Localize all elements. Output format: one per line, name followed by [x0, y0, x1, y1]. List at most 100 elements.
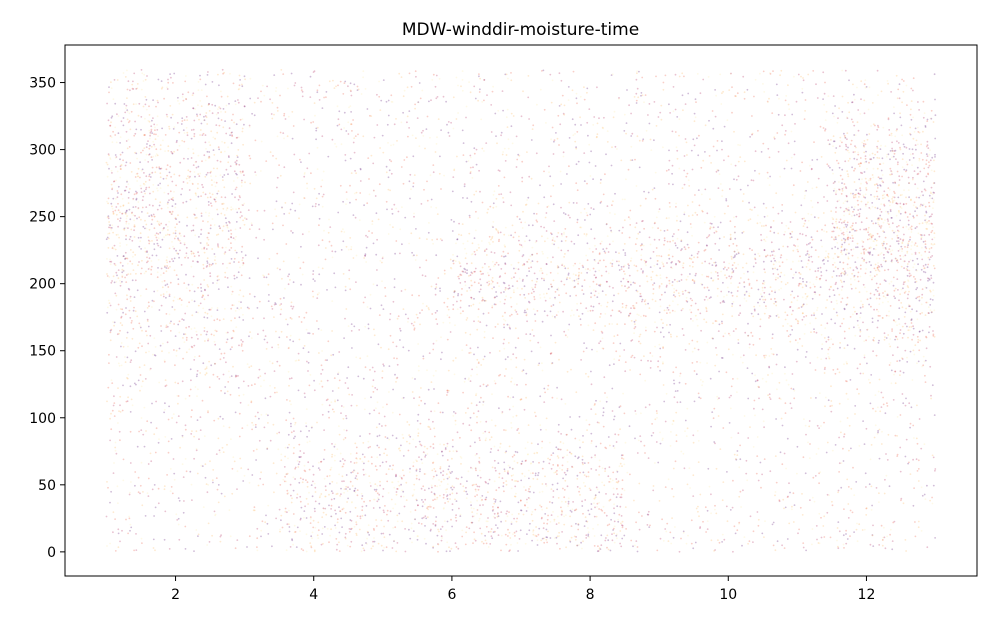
scatter-point — [338, 379, 341, 382]
scatter-point — [670, 542, 673, 545]
scatter-point — [408, 471, 411, 474]
scatter-point — [303, 345, 306, 347]
scatter-point — [119, 284, 122, 287]
scatter-point — [881, 539, 884, 541]
scatter-point — [863, 99, 866, 102]
scatter-point — [917, 232, 920, 235]
scatter-point — [141, 259, 143, 262]
scatter-point — [232, 82, 235, 85]
scatter-point — [689, 308, 691, 311]
scatter-point — [435, 516, 438, 518]
scatter-point — [241, 130, 244, 133]
scatter-point — [328, 404, 331, 407]
scatter-point — [248, 366, 251, 369]
scatter-point — [148, 147, 151, 150]
scatter-point — [596, 133, 599, 136]
scatter-point — [238, 300, 241, 303]
scatter-point — [195, 194, 198, 197]
scatter-point — [217, 437, 220, 440]
scatter-point — [872, 240, 875, 243]
scatter-point — [168, 351, 170, 354]
scatter-point — [789, 402, 792, 405]
scatter-point — [588, 513, 591, 516]
scatter-point — [119, 439, 121, 442]
scatter-point — [902, 371, 905, 374]
scatter-point — [872, 545, 875, 547]
scatter-point — [454, 357, 457, 359]
scatter-point — [483, 299, 485, 302]
scatter-point — [129, 385, 132, 388]
scatter-point — [128, 493, 131, 496]
scatter-point — [839, 420, 842, 423]
scatter-point — [762, 142, 765, 145]
scatter-point — [912, 424, 915, 427]
scatter-point — [275, 90, 277, 92]
scatter-point — [311, 205, 314, 208]
scatter-point — [859, 312, 862, 314]
scatter-point — [120, 315, 123, 318]
scatter-point — [755, 472, 758, 475]
scatter-point — [207, 410, 209, 412]
scatter-point — [588, 108, 591, 110]
scatter-point — [333, 87, 336, 89]
scatter-point — [366, 236, 369, 238]
scatter-point — [468, 286, 471, 289]
scatter-point — [151, 132, 154, 135]
scatter-point — [291, 137, 294, 140]
scatter-point — [479, 270, 482, 273]
scatter-point — [590, 440, 593, 442]
scatter-point — [535, 219, 538, 222]
scatter-point — [125, 257, 128, 260]
scatter-point — [119, 279, 121, 282]
scatter-point — [602, 127, 605, 130]
scatter-point — [911, 338, 913, 341]
scatter-point — [188, 348, 191, 351]
scatter-point — [915, 269, 918, 271]
scatter-point — [229, 262, 231, 265]
scatter-point — [157, 487, 160, 490]
scatter-point — [521, 370, 524, 373]
scatter-point — [882, 259, 885, 262]
scatter-point — [268, 294, 270, 296]
scatter-point — [216, 275, 219, 278]
scatter-point — [170, 198, 173, 201]
scatter-point — [234, 249, 237, 252]
scatter-point — [613, 415, 616, 418]
scatter-point — [446, 389, 449, 392]
scatter-point — [734, 532, 737, 535]
scatter-point — [576, 221, 579, 224]
scatter-point — [192, 107, 195, 110]
scatter-point — [338, 110, 341, 113]
scatter-point — [552, 184, 555, 187]
scatter-point — [420, 131, 423, 134]
scatter-point — [182, 476, 185, 478]
scatter-point — [126, 109, 129, 111]
scatter-point — [540, 539, 543, 542]
scatter-point — [698, 396, 700, 399]
scatter-point — [491, 287, 494, 290]
scatter-point — [721, 140, 723, 143]
scatter-point — [369, 307, 372, 310]
scatter-point — [863, 443, 866, 445]
scatter-point — [390, 144, 392, 147]
scatter-point — [800, 204, 803, 207]
scatter-point — [620, 493, 623, 496]
scatter-point — [129, 523, 132, 526]
scatter-point — [213, 224, 216, 226]
scatter-point — [526, 441, 529, 444]
scatter-point — [790, 167, 793, 170]
scatter-point — [399, 475, 401, 477]
scatter-point — [129, 430, 132, 433]
scatter-point — [904, 404, 907, 407]
scatter-point — [564, 267, 567, 270]
scatter-point — [743, 97, 746, 100]
scatter-point — [638, 70, 640, 73]
scatter-point — [376, 124, 379, 126]
scatter-point — [378, 80, 380, 83]
scatter-point — [642, 138, 645, 141]
scatter-point — [292, 340, 295, 343]
scatter-point — [216, 318, 219, 321]
scatter-point — [485, 248, 488, 251]
scatter-point — [678, 118, 681, 121]
scatter-point — [244, 217, 246, 220]
